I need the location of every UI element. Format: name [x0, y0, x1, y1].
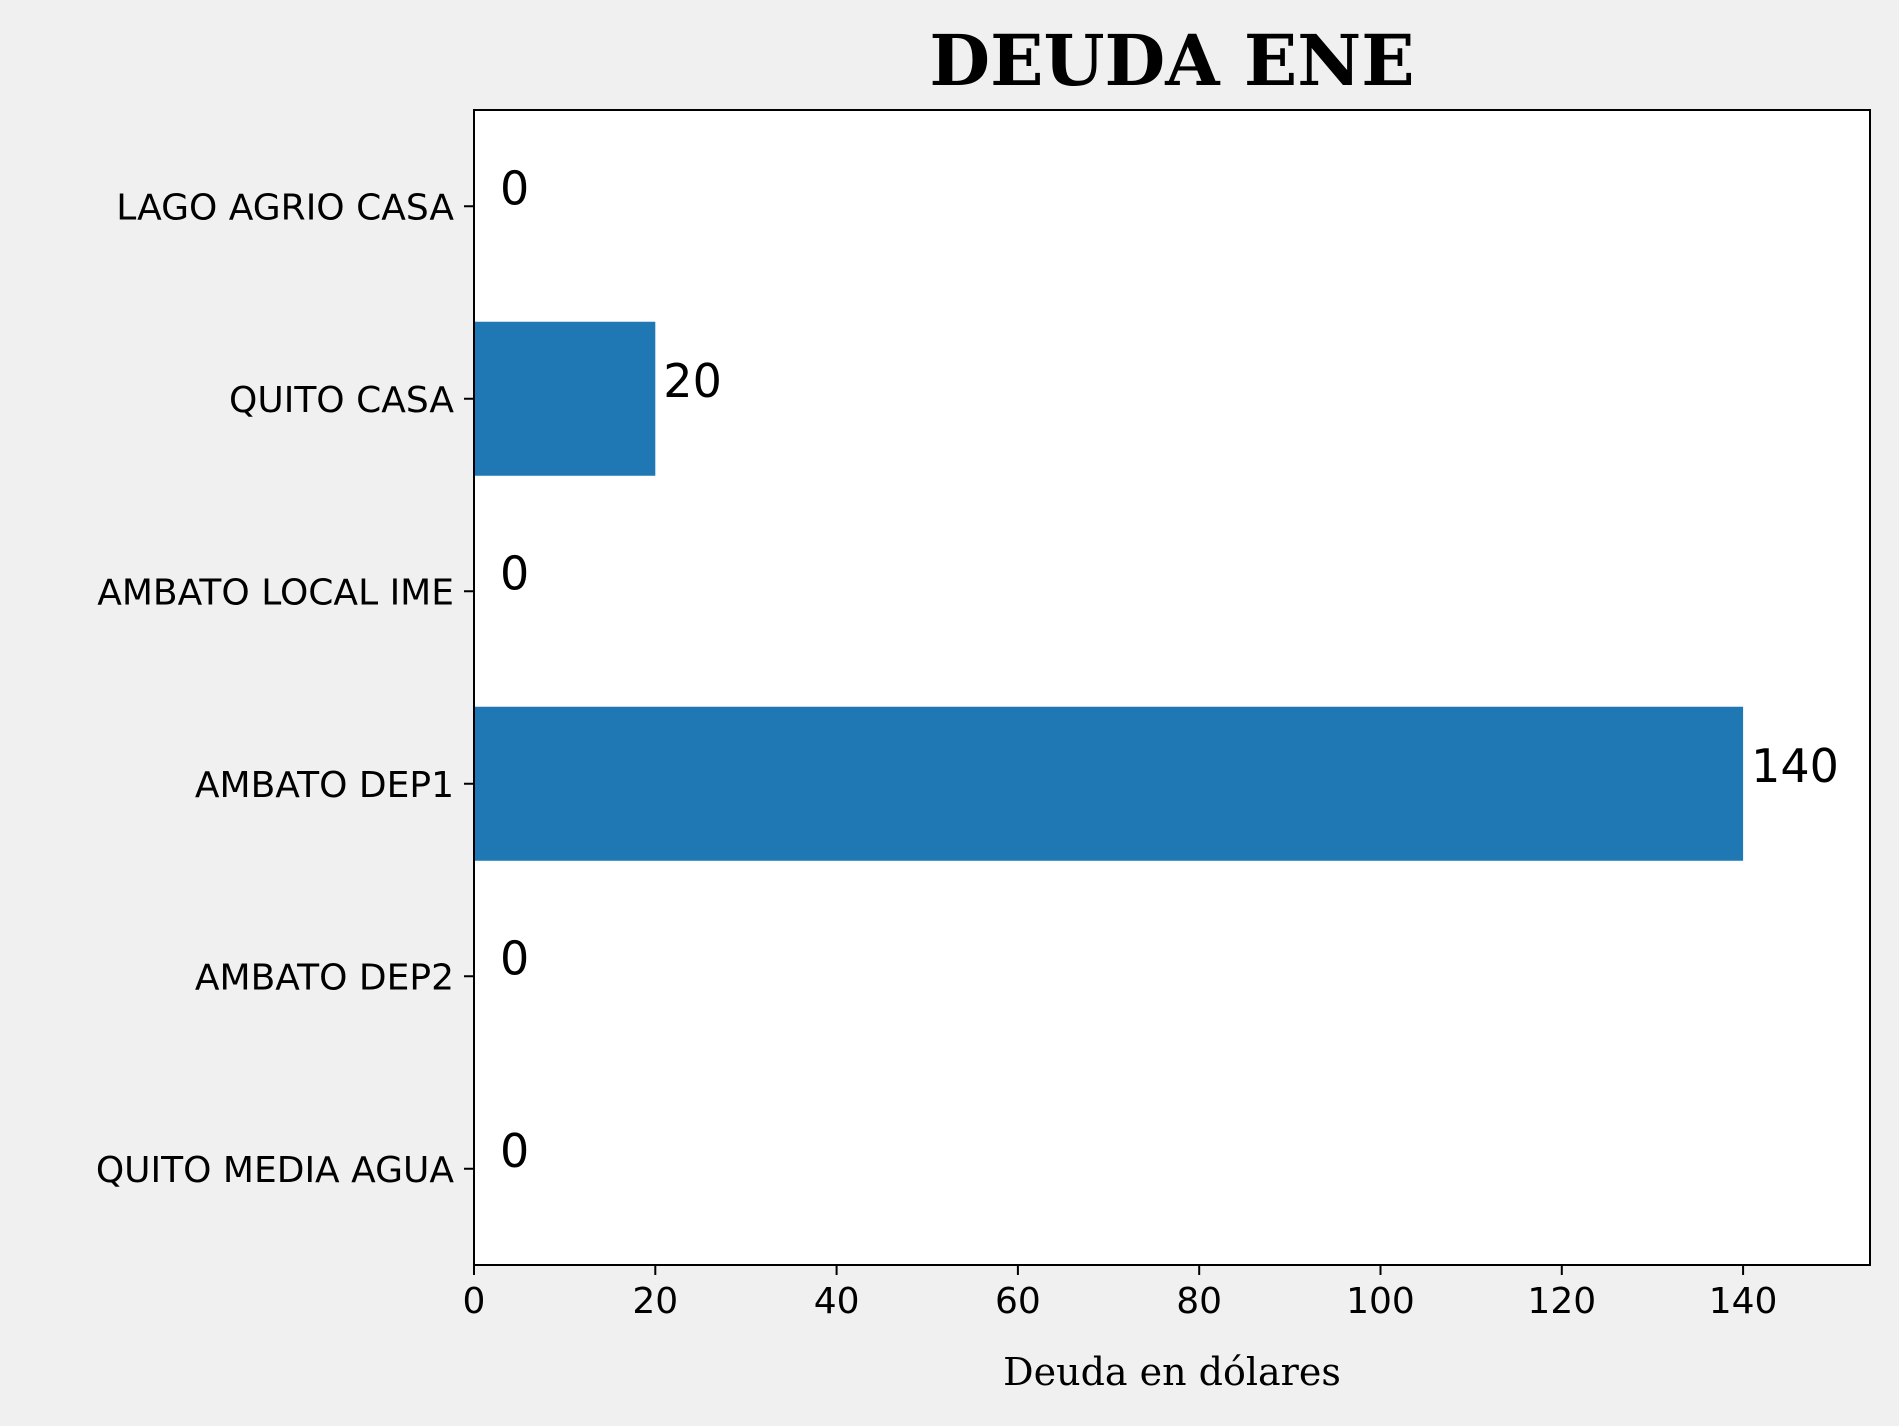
x-axis: 0 20 40 60 80 100 120 140	[463, 1265, 1778, 1322]
x-tick-label: 100	[1346, 1281, 1415, 1322]
y-tick-label: AMBATO LOCAL IME	[97, 572, 454, 613]
y-tick-label: QUITO MEDIA AGUA	[96, 1150, 455, 1191]
data-label: 0	[500, 161, 529, 215]
chart-title: DEUDA ENE	[929, 19, 1414, 102]
x-axis-label: Deuda en dólares	[1003, 1350, 1341, 1394]
plot-frame	[473, 109, 1871, 1266]
bar	[474, 321, 656, 476]
value-labels: 0 20 0 140 0 0	[500, 161, 1839, 1178]
x-tick-label: 120	[1527, 1281, 1596, 1322]
x-tick-label: 20	[632, 1281, 678, 1322]
bars	[474, 321, 1744, 861]
y-axis: LAGO AGRIO CASA QUITO CASA AMBATO LOCAL IM…	[96, 187, 474, 1191]
x-tick-label: 40	[814, 1281, 860, 1322]
y-tick-label: LAGO AGRIO CASA	[116, 187, 454, 228]
x-tick-label: 80	[1176, 1281, 1222, 1322]
plot-area	[474, 110, 1870, 1265]
x-tick-label: 140	[1709, 1281, 1778, 1322]
y-tick-label: QUITO CASA	[229, 380, 454, 421]
data-label: 140	[1751, 739, 1839, 793]
y-tick-label: AMBATO DEP2	[195, 957, 454, 998]
bar	[474, 706, 1744, 861]
data-label: 0	[500, 1124, 529, 1178]
x-tick-label: 60	[995, 1281, 1041, 1322]
x-tick-label: 0	[463, 1281, 486, 1322]
data-label: 0	[500, 931, 529, 985]
data-label: 0	[500, 546, 529, 600]
data-label: 20	[663, 354, 722, 408]
y-tick-label: AMBATO DEP1	[195, 765, 454, 806]
